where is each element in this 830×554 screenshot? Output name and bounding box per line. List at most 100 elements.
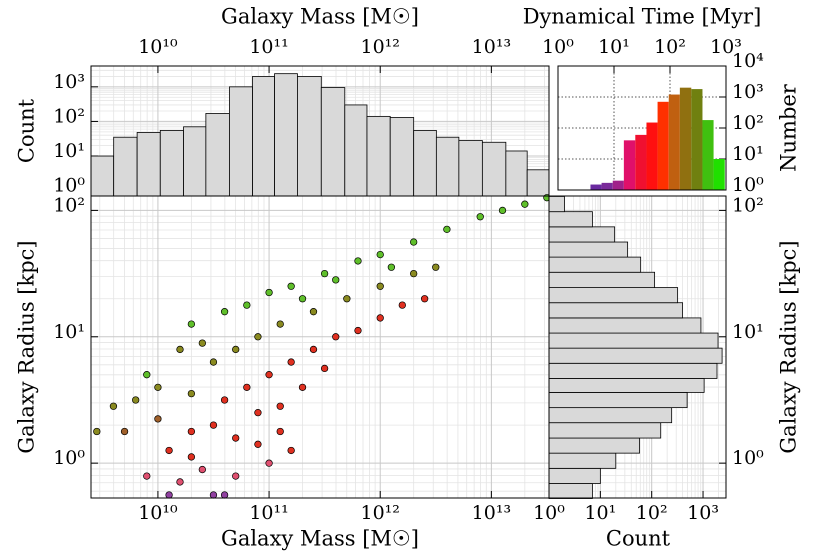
bar (113, 136, 138, 197)
point (432, 263, 440, 271)
point (420, 295, 429, 303)
point (298, 383, 307, 391)
bar (435, 136, 460, 197)
y-tick-label: 10⁰ (732, 174, 764, 196)
bar (548, 196, 565, 213)
bar (389, 117, 415, 197)
bar (505, 150, 528, 197)
y-axis-label: Galaxy Radius [kpc] (777, 240, 801, 453)
point (187, 427, 196, 436)
point (287, 282, 295, 290)
bar (590, 184, 602, 190)
point (198, 465, 206, 474)
point (176, 478, 184, 486)
bar (691, 89, 703, 190)
point (209, 421, 218, 429)
point (176, 345, 184, 354)
x-tick-label: 10¹² (361, 502, 400, 524)
bar (548, 437, 640, 454)
point (521, 200, 529, 208)
bar (668, 94, 680, 190)
x-axis-label: Count (606, 527, 671, 551)
bar (601, 182, 613, 190)
y-tick-label: 10⁰ (732, 447, 764, 469)
point (276, 427, 284, 436)
point (143, 472, 151, 480)
point (332, 276, 340, 284)
point (232, 434, 240, 442)
point (165, 446, 173, 455)
x-tick-label: 10¹¹ (249, 36, 288, 58)
bar (344, 104, 368, 197)
x-tick-label: 10¹³ (472, 36, 511, 58)
bar (205, 113, 230, 197)
point (187, 320, 196, 328)
point (498, 206, 507, 215)
point (287, 446, 295, 455)
point (254, 333, 262, 341)
point (309, 345, 318, 354)
bar (458, 140, 483, 197)
point (476, 213, 484, 221)
y-tick-label: 10² (732, 194, 764, 216)
y-axis-label: Galaxy Radius [kpc] (15, 240, 39, 453)
bar (548, 332, 719, 349)
point (265, 288, 273, 297)
bar (548, 271, 656, 288)
point (143, 371, 151, 379)
x-tick-label: 10² (636, 502, 668, 524)
point (232, 345, 240, 354)
y-tick-label: 10³ (53, 71, 85, 93)
bar (481, 141, 507, 197)
bar (548, 287, 679, 304)
bar (646, 122, 658, 190)
bar (548, 211, 593, 228)
y-axis-label: Count (15, 98, 39, 163)
point (320, 269, 329, 278)
point (154, 383, 162, 391)
point (220, 396, 229, 404)
point (120, 427, 129, 436)
point (410, 269, 418, 278)
bar (548, 378, 705, 393)
bar (183, 126, 207, 197)
point (387, 263, 396, 271)
bar (679, 87, 692, 190)
point (332, 333, 340, 341)
point (93, 427, 101, 436)
point (398, 301, 406, 309)
point (232, 472, 240, 480)
bar (657, 101, 669, 190)
plot-frame (557, 65, 727, 191)
bar (548, 422, 662, 439)
point (265, 371, 273, 379)
bar (612, 180, 624, 190)
x-tick-label: 10² (654, 36, 686, 58)
point (376, 282, 384, 290)
y-tick-label: 10⁰ (53, 447, 85, 469)
x-tick-label: 10³ (687, 502, 719, 524)
point (187, 389, 196, 398)
point (354, 326, 362, 335)
bar (548, 256, 642, 273)
point (376, 314, 384, 322)
x-tick-label: 10¹⁰ (138, 36, 178, 58)
bar (159, 130, 184, 197)
bar (526, 169, 550, 197)
y-tick-label: 10³ (732, 81, 764, 103)
point (198, 339, 206, 347)
x-tick-label: 10³ (710, 36, 742, 58)
x-tick-label: 10¹² (361, 36, 400, 58)
point (165, 491, 173, 499)
point (298, 295, 307, 303)
point (320, 364, 329, 373)
x-axis-label: Dynamical Time [Myr] (523, 5, 762, 29)
x-tick-label: 10¹⁰ (138, 502, 178, 524)
y-tick-label: 10¹ (53, 140, 85, 162)
y-tick-label: 10¹ (732, 143, 764, 165)
bar (229, 86, 253, 197)
point (154, 415, 162, 423)
x-tick-label: 10⁰ (542, 36, 574, 58)
point (209, 491, 218, 499)
